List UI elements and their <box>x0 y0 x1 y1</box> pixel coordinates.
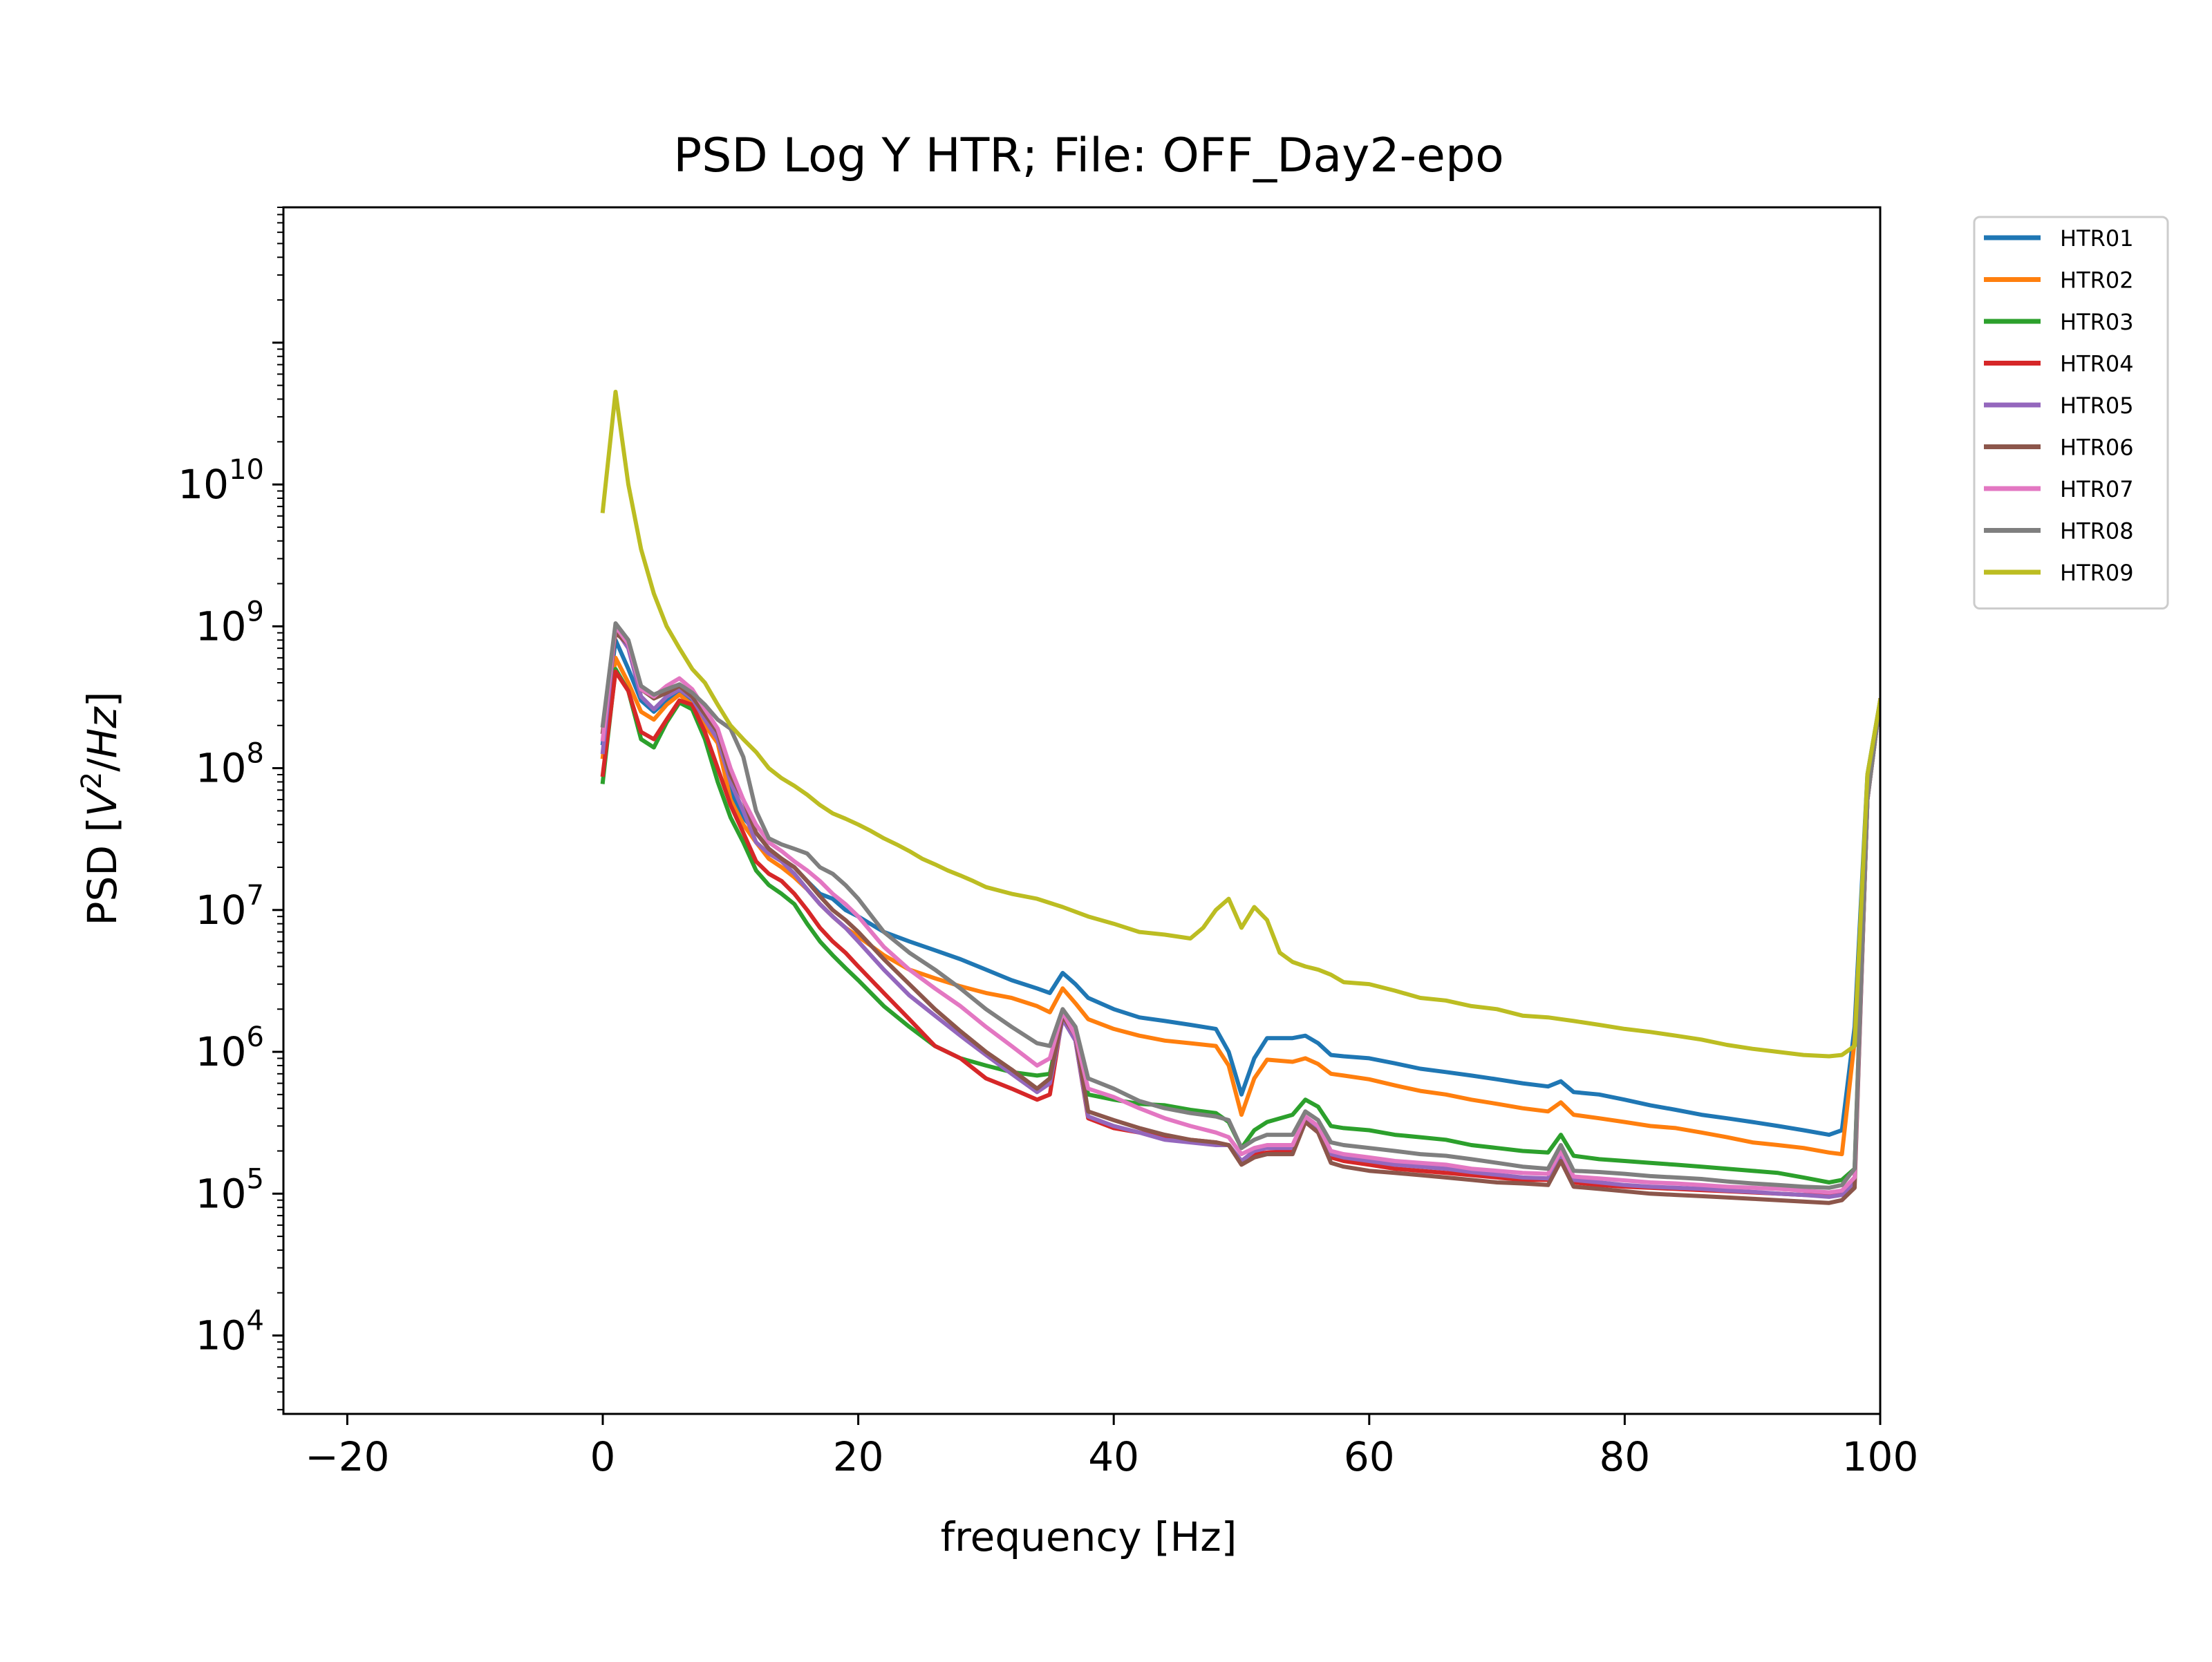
y-tick-label-base: 10 <box>196 1028 247 1075</box>
y-tick-label: 109 <box>196 596 264 650</box>
series-line-htr05 <box>600 627 1880 1199</box>
series-line-htr09 <box>600 390 1880 1059</box>
y-tick-label-base: 10 <box>196 603 247 650</box>
y-tick-label-base: 10 <box>196 745 247 792</box>
y-tick-label-exponent: 10 <box>229 454 264 486</box>
legend-label-htr09: HTR09 <box>2060 560 2134 586</box>
y-tick-label: 108 <box>196 738 264 792</box>
x-tick-label: 0 <box>590 1433 616 1480</box>
y-tick-label: 1010 <box>178 454 264 508</box>
legend-label-htr01: HTR01 <box>2060 225 2134 252</box>
x-axis-label: frequency [Hz] <box>941 1513 1237 1560</box>
x-tick-label: −20 <box>305 1433 389 1480</box>
y-tick-label-exponent: 5 <box>247 1163 264 1195</box>
legend-label-htr04: HTR04 <box>2060 351 2134 377</box>
y-tick-label-exponent: 8 <box>247 738 264 770</box>
series-line-htr03 <box>600 667 1880 1184</box>
x-tick-label: 40 <box>1088 1433 1139 1480</box>
series-line-htr07 <box>600 624 1880 1195</box>
y-axis-label-hz: Hz <box>79 706 126 759</box>
y-axis-label-v: V <box>79 786 126 817</box>
y-tick-label-exponent: 7 <box>247 880 264 912</box>
legend-label-htr06: HTR06 <box>2060 435 2134 461</box>
y-axis-label-suffix: ] <box>79 692 126 708</box>
legend: HTR01 HTR02 HTR03 HTR04 HTR05 HTR06 HTR07 HTR08… <box>1973 216 2169 610</box>
legend-box <box>1973 216 2169 610</box>
series-line-htr08 <box>600 621 1880 1190</box>
legend-label-htr05: HTR05 <box>2060 393 2134 419</box>
y-tick-label: 107 <box>196 880 264 934</box>
series-line-htr02 <box>600 655 1880 1157</box>
y-tick-label-base: 10 <box>178 461 229 508</box>
plot-area <box>282 206 1882 1415</box>
y-axis-label-slash: / <box>79 758 126 772</box>
y-tick-label: 105 <box>196 1163 264 1217</box>
series-lines <box>600 390 1880 1205</box>
x-axis-ticks: −20 0 20 40 60 80 100 <box>305 1414 1918 1480</box>
y-tick-label-exponent: 9 <box>247 596 264 627</box>
legend-label-htr02: HTR02 <box>2060 267 2134 294</box>
legend-label-htr07: HTR07 <box>2060 476 2134 502</box>
y-axis-label: PSD [V2/Hz] <box>76 692 126 926</box>
y-axis-label-exponent: 2 <box>76 772 108 789</box>
y-tick-label-exponent: 6 <box>247 1021 264 1053</box>
y-tick-label-base: 10 <box>196 1170 247 1217</box>
y-axis-label-prefix: PSD [ <box>79 817 126 926</box>
y-tick-label-exponent: 4 <box>247 1305 264 1337</box>
y-tick-label-base: 10 <box>196 887 247 934</box>
x-tick-label: 80 <box>1599 1433 1650 1480</box>
y-tick-label-base: 10 <box>196 1312 247 1359</box>
y-tick-label: 104 <box>196 1305 264 1359</box>
x-tick-label: 20 <box>833 1433 884 1480</box>
x-tick-label: 100 <box>1842 1433 1919 1480</box>
x-tick-label: 60 <box>1344 1433 1395 1480</box>
legend-label-htr03: HTR03 <box>2060 309 2134 335</box>
y-tick-label: 106 <box>196 1021 264 1075</box>
legend-label-htr08: HTR08 <box>2060 518 2134 545</box>
chart-title: PSD Log Y HTR; File: OFF_Day2-epo <box>673 129 1504 183</box>
